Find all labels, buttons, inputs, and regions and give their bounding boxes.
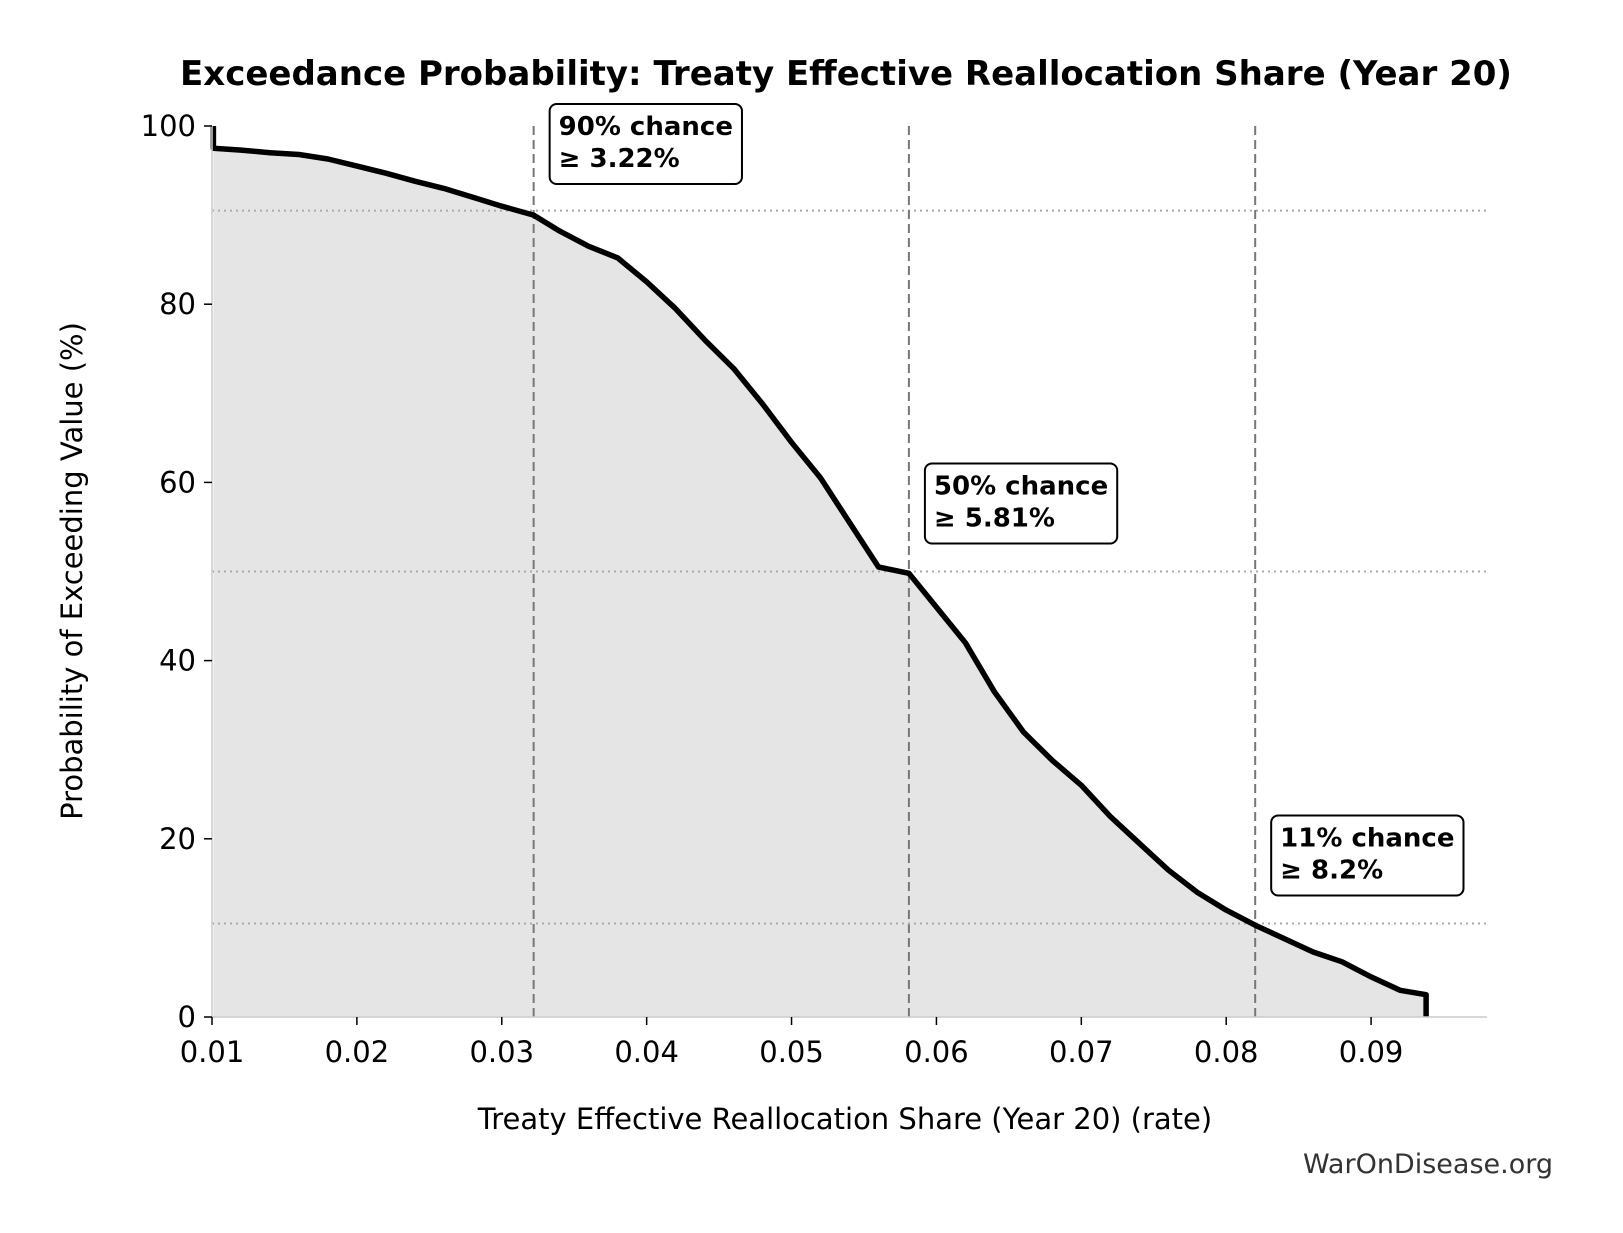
x-tick-label: 0.08 xyxy=(1194,1035,1259,1069)
x-axis-label: Treaty Effective Reallocation Share (Yea… xyxy=(477,1102,1212,1136)
y-axis-label: Probability of Exceeding Value (%) xyxy=(55,322,89,820)
y-tick-label: 100 xyxy=(141,109,196,143)
x-tick-label: 0.05 xyxy=(759,1035,824,1069)
x-tick-label: 0.02 xyxy=(325,1035,390,1069)
y-tick-label: 60 xyxy=(159,465,196,499)
exceedance-line xyxy=(210,126,1429,1017)
x-tick-label: 0.07 xyxy=(1049,1035,1114,1069)
y-tick-label: 20 xyxy=(159,822,196,856)
x-tick-label: 0.04 xyxy=(614,1035,679,1069)
y-axis-ticks: 0 20 40 60 80 100 xyxy=(141,109,212,1034)
annotation-chance: 50% chance xyxy=(934,472,1108,502)
threshold-annotations: 90% chance≥ 3.22% 50% chance≥ 5.81% 11% ch… xyxy=(548,103,1465,897)
annotation-value: ≥ 3.22% xyxy=(559,144,680,174)
y-tick-label: 80 xyxy=(159,287,196,321)
threshold-annotation: 90% chance≥ 3.22% xyxy=(548,103,743,185)
annotation-box xyxy=(1270,814,1465,897)
x-tick-label: 0.06 xyxy=(904,1035,969,1069)
annotation-chance: 11% chance xyxy=(1280,823,1454,853)
threshold-lines xyxy=(212,126,1487,1017)
x-tick-label: 0.01 xyxy=(180,1035,245,1069)
x-tick-label: 0.09 xyxy=(1339,1035,1404,1069)
x-tick-label: 0.03 xyxy=(469,1035,534,1069)
annotation-value: ≥ 8.2% xyxy=(1280,855,1383,885)
x-axis-ticks: 0.01 0.02 0.03 0.04 0.05 0.06 0.07 0.08 0.09 xyxy=(180,1017,1404,1069)
annotation-box xyxy=(548,103,743,185)
watermark: WarOnDisease.org xyxy=(1303,1149,1553,1180)
y-tick-label: 0 xyxy=(178,1000,196,1034)
y-tick-label: 40 xyxy=(159,644,196,678)
annotation-chance: 90% chance xyxy=(559,112,733,142)
annotation-value: ≥ 5.81% xyxy=(934,504,1055,534)
threshold-annotation: 11% chance≥ 8.2% xyxy=(1270,814,1465,897)
threshold-annotation: 50% chance≥ 5.81% xyxy=(923,462,1119,545)
chart-title: Exceedance Probability: Treaty Effective… xyxy=(180,54,1512,94)
annotation-box xyxy=(923,462,1119,545)
